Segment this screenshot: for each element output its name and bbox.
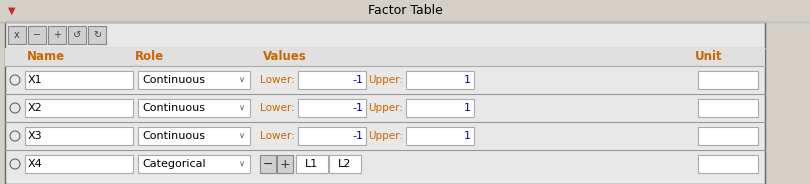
- Text: -1: -1: [352, 103, 363, 113]
- Bar: [698, 71, 758, 89]
- Text: Name: Name: [27, 50, 65, 63]
- Bar: [138, 99, 250, 117]
- Bar: [68, 26, 86, 44]
- Bar: [88, 26, 106, 44]
- Bar: [0, 0, 810, 22]
- Bar: [5, 22, 765, 184]
- Text: ↻: ↻: [93, 30, 101, 40]
- Bar: [25, 127, 133, 145]
- Bar: [406, 71, 474, 89]
- Text: Values: Values: [263, 50, 307, 63]
- Text: x: x: [14, 30, 20, 40]
- Bar: [277, 155, 293, 173]
- Bar: [25, 99, 133, 117]
- Text: Factor Table: Factor Table: [368, 4, 442, 17]
- Bar: [698, 127, 758, 145]
- Text: Continuous: Continuous: [142, 75, 205, 85]
- Text: Upper:: Upper:: [368, 131, 403, 141]
- Bar: [698, 99, 758, 117]
- Text: Upper:: Upper:: [368, 103, 403, 113]
- Text: Role: Role: [135, 50, 164, 63]
- Text: L1: L1: [305, 159, 318, 169]
- Text: 1: 1: [464, 75, 471, 85]
- Text: X4: X4: [28, 159, 43, 169]
- Bar: [260, 155, 276, 173]
- Bar: [138, 127, 250, 145]
- Bar: [28, 26, 46, 44]
- Text: Upper:: Upper:: [368, 75, 403, 85]
- Bar: [296, 155, 328, 173]
- Text: X3: X3: [28, 131, 43, 141]
- Bar: [138, 71, 250, 89]
- Text: +: +: [53, 30, 61, 40]
- Text: Categorical: Categorical: [142, 159, 206, 169]
- Bar: [138, 155, 250, 173]
- Text: Lower:: Lower:: [260, 131, 295, 141]
- Text: ▼: ▼: [8, 6, 15, 16]
- Bar: [698, 155, 758, 173]
- Text: -1: -1: [352, 75, 363, 85]
- Text: 1: 1: [464, 103, 471, 113]
- Text: ∨: ∨: [239, 103, 245, 112]
- Text: ∨: ∨: [239, 75, 245, 84]
- Bar: [406, 99, 474, 117]
- Bar: [406, 127, 474, 145]
- Text: Continuous: Continuous: [142, 131, 205, 141]
- Text: ∨: ∨: [239, 132, 245, 141]
- Bar: [329, 155, 361, 173]
- Bar: [298, 127, 366, 145]
- Text: X1: X1: [28, 75, 43, 85]
- Text: X2: X2: [28, 103, 43, 113]
- Bar: [48, 26, 66, 44]
- Text: Lower:: Lower:: [260, 103, 295, 113]
- Bar: [25, 71, 133, 89]
- Text: Continuous: Continuous: [142, 103, 205, 113]
- Text: 1: 1: [464, 131, 471, 141]
- Text: Lower:: Lower:: [260, 75, 295, 85]
- Bar: [25, 155, 133, 173]
- Text: ↺: ↺: [73, 30, 81, 40]
- Text: -1: -1: [352, 131, 363, 141]
- Text: ∨: ∨: [239, 160, 245, 169]
- Text: Unit: Unit: [695, 50, 723, 63]
- Text: −: −: [33, 30, 41, 40]
- Text: −: −: [262, 158, 273, 171]
- Bar: [298, 99, 366, 117]
- Bar: [8, 26, 26, 44]
- Bar: [298, 71, 366, 89]
- Bar: [5, 48, 765, 66]
- Text: +: +: [279, 158, 290, 171]
- Text: L2: L2: [339, 159, 352, 169]
